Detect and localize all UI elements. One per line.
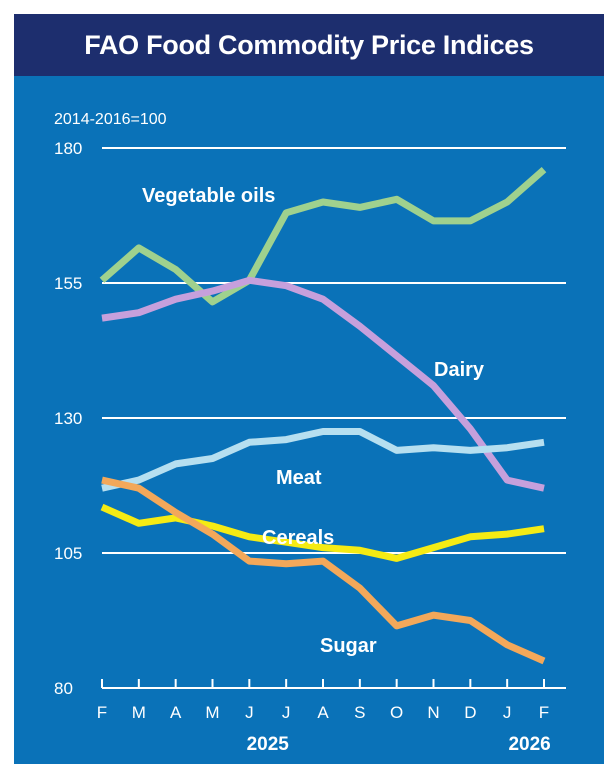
series-line-vegetable-oils	[99, 166, 547, 306]
x-tick-label: J	[503, 703, 512, 722]
year-label-2026: 2026	[508, 734, 550, 755]
series-line-meat	[101, 428, 545, 492]
x-tick-label: F	[539, 703, 549, 722]
year-label-2025: 2025	[247, 734, 290, 755]
y-tick-label: 105	[54, 544, 82, 563]
x-tick-label: A	[170, 703, 182, 722]
series-label-cereals: Cereals	[262, 527, 334, 549]
series-line-dairy	[101, 276, 545, 492]
chart-title: FAO Food Commodity Price Indices	[14, 14, 604, 76]
chart-canvas: 80 105 130 155 180 F M A M J J A S O N D J F 2025 2026 Vege…	[54, 111, 566, 755]
y-tick-label: 130	[54, 409, 82, 428]
x-tick-label: J	[282, 703, 291, 722]
x-tick-label: S	[354, 703, 365, 722]
x-tick-label: D	[464, 703, 476, 722]
x-tick-label: A	[317, 703, 329, 722]
chart-panel: FAO Food Commodity Price Indices 80 105 13…	[14, 14, 604, 764]
x-tick-label: N	[427, 703, 439, 722]
y-unit-label: 2014-2016=100	[54, 111, 167, 128]
x-tick-label: M	[205, 703, 219, 722]
series-label-vegetable-oils: Vegetable oils	[142, 185, 275, 207]
series-label-sugar: Sugar	[320, 635, 377, 657]
series-line-sugar	[101, 476, 546, 665]
x-tick-label: M	[132, 703, 146, 722]
series-label-meat: Meat	[276, 467, 322, 489]
y-tick-label: 155	[54, 274, 82, 293]
x-tick-label: O	[390, 703, 403, 722]
series-label-dairy: Dairy	[434, 359, 485, 381]
x-tick-label: J	[245, 703, 254, 722]
x-tick-label: F	[97, 703, 107, 722]
series-line-cereals	[100, 503, 545, 562]
y-tick-label: 180	[54, 139, 82, 158]
y-tick-label: 80	[54, 679, 73, 698]
